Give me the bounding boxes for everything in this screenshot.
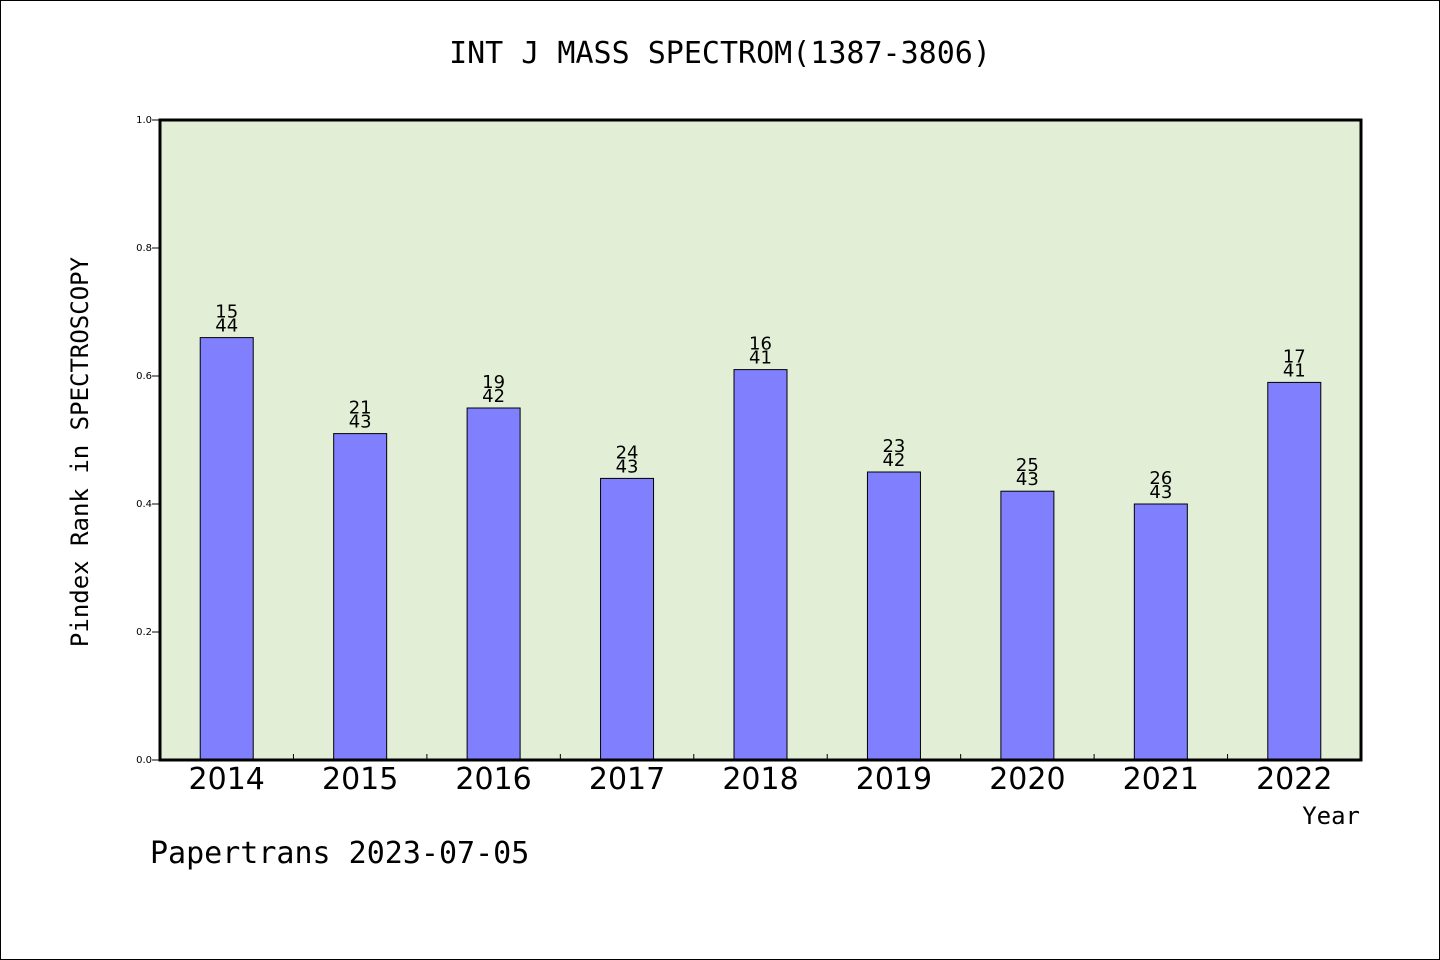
rank-label: 19 bbox=[482, 372, 505, 393]
x-tick-label: 2018 bbox=[722, 762, 798, 797]
bar-2014 bbox=[199, 337, 254, 761]
bar-2022 bbox=[1267, 381, 1322, 761]
y-tick-label: 0.6 bbox=[136, 371, 152, 382]
rank-label: 15 bbox=[215, 302, 238, 323]
rank-label: 25 bbox=[1016, 455, 1039, 476]
x-tick-label: 2015 bbox=[322, 762, 398, 797]
bar-2021 bbox=[1133, 503, 1188, 761]
total-label: 43 bbox=[1149, 482, 1172, 503]
bar-2018 bbox=[733, 369, 788, 761]
y-tick-label: 0.4 bbox=[136, 499, 152, 510]
total-label: 41 bbox=[1283, 360, 1306, 381]
plot-border bbox=[158, 118, 1363, 762]
footer-credit: Papertrans 2023-07-05 bbox=[150, 836, 530, 871]
bar-2015 bbox=[333, 433, 388, 761]
rank-label: 21 bbox=[349, 398, 372, 419]
rank-label: 26 bbox=[1149, 468, 1172, 489]
y-tick-label: 0.0 bbox=[136, 755, 152, 766]
rank-label: 16 bbox=[749, 334, 772, 355]
rank-label: 23 bbox=[882, 436, 905, 457]
bar-2016 bbox=[466, 407, 521, 761]
bar-2020 bbox=[1000, 490, 1055, 761]
total-label: 42 bbox=[882, 450, 905, 471]
total-label: 42 bbox=[482, 386, 505, 407]
x-tick-label: 2022 bbox=[1256, 762, 1332, 797]
x-tick-label: 2020 bbox=[989, 762, 1065, 797]
x-tick-label: 2016 bbox=[455, 762, 531, 797]
bar-2017 bbox=[600, 477, 655, 761]
y-tick-label: 0.2 bbox=[136, 627, 152, 638]
total-label: 41 bbox=[749, 348, 772, 369]
x-tick-label: 2014 bbox=[189, 762, 265, 797]
x-tick-label: 2021 bbox=[1123, 762, 1199, 797]
rank-label: 17 bbox=[1283, 346, 1306, 367]
total-label: 43 bbox=[616, 456, 639, 477]
total-label: 43 bbox=[349, 412, 372, 433]
x-axis-label: Year bbox=[1302, 802, 1360, 830]
chart-title: INT J MASS SPECTROM(1387-3806) bbox=[449, 36, 991, 71]
x-tick-label: 2019 bbox=[856, 762, 932, 797]
total-label: 43 bbox=[1016, 469, 1039, 490]
total-label: 44 bbox=[215, 316, 238, 337]
x-tick-label: 2017 bbox=[589, 762, 665, 797]
rank-label: 24 bbox=[616, 442, 639, 463]
y-tick-label: 0.8 bbox=[136, 243, 152, 254]
y-tick-label: 1.0 bbox=[136, 115, 152, 126]
bar-2019 bbox=[866, 471, 921, 761]
